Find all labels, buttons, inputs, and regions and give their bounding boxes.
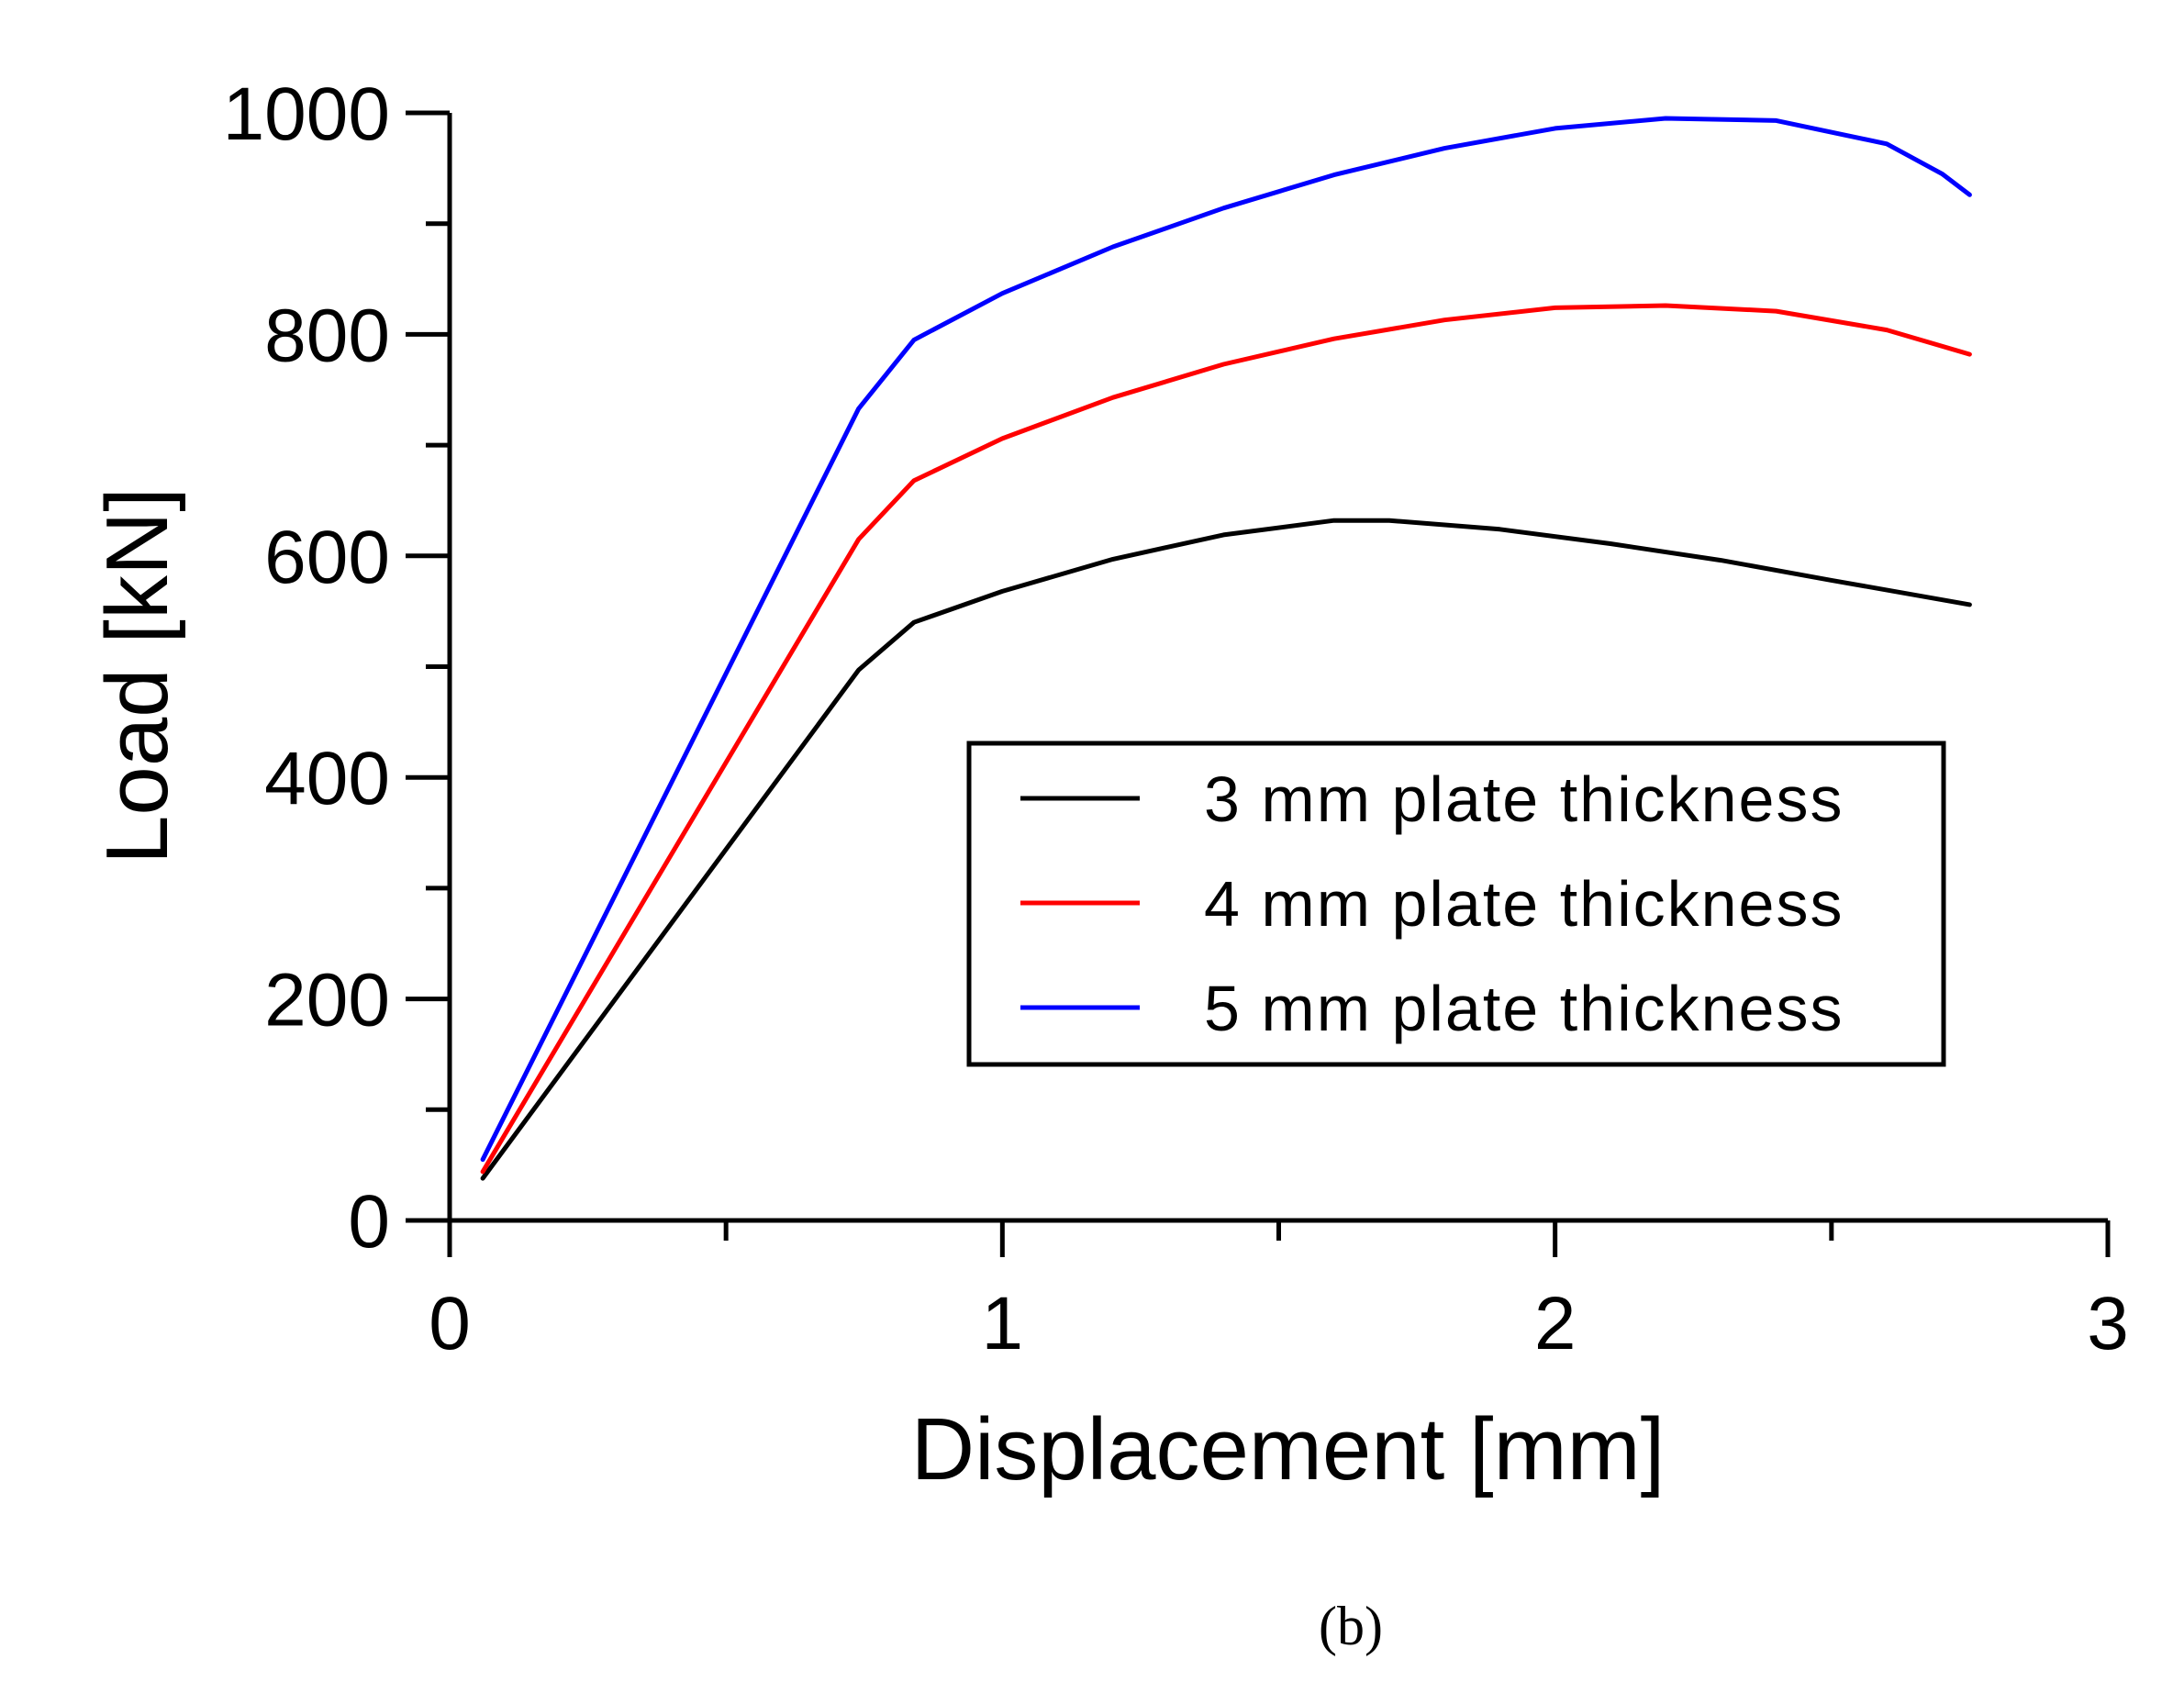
axes: 0 1 2 3 0 200 400 600 800 1000	[223, 72, 2129, 1365]
x-tick-label: 1	[982, 1282, 1024, 1365]
series-line-4mm	[480, 303, 1972, 1175]
x-tick-label: 0	[429, 1282, 471, 1365]
y-tick-label: 400	[264, 737, 390, 820]
y-tick-label: 600	[264, 516, 390, 599]
figure-caption: (b)	[1319, 1596, 1383, 1656]
legend-label: 3 mm plate thickness	[1204, 763, 1844, 835]
x-tick-label: 3	[2087, 1282, 2129, 1365]
series-line-3mm	[480, 518, 1972, 1181]
legend-label: 5 mm plate thickness	[1204, 973, 1844, 1044]
x-tick-label: 2	[1534, 1282, 1577, 1365]
legend-label: 4 mm plate thickness	[1204, 868, 1844, 940]
x-axis-title: Displacement [mm]	[911, 1400, 1666, 1498]
series-group	[480, 116, 1972, 1181]
y-tick-label: 0	[348, 1180, 390, 1264]
y-tick-label: 800	[264, 294, 390, 377]
y-tick-label: 1000	[223, 72, 390, 156]
series-line-5mm	[480, 116, 1972, 1163]
y-tick-label: 200	[264, 959, 390, 1042]
legend: 3 mm plate thickness 4 mm plate thickness…	[966, 741, 1946, 1067]
y-axis-title: Load [kN]	[88, 487, 186, 864]
